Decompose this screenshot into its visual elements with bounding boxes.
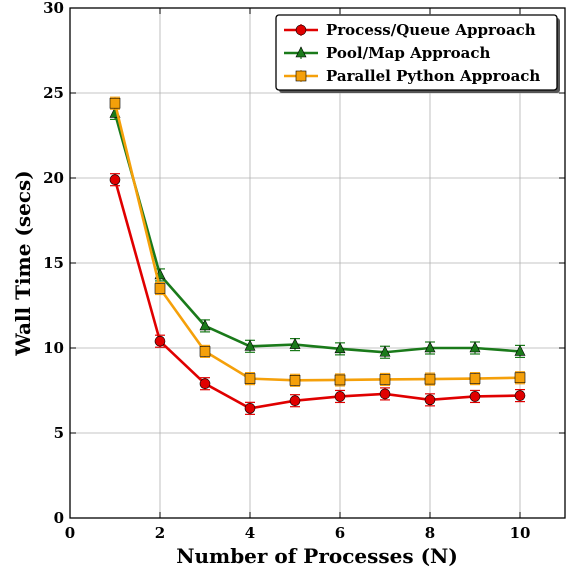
- series-3: [109, 96, 526, 387]
- y-tick-label: 30: [43, 0, 64, 17]
- data-point: [109, 174, 121, 185]
- data-point: [154, 335, 166, 347]
- data-point: [244, 373, 256, 384]
- series-line: [113, 102, 521, 382]
- y-tick-label: 10: [43, 339, 64, 357]
- x-tick-label: 10: [510, 524, 531, 542]
- x-tick-label: 2: [155, 524, 165, 542]
- series-2: [109, 106, 526, 359]
- data-point: [514, 390, 526, 401]
- y-tick-label: 15: [43, 254, 64, 272]
- data-point: [289, 395, 301, 407]
- axes: 0 2 4 6 8 10 0 5 10 15 20 25 30: [43, 0, 566, 542]
- data-point: [334, 342, 346, 354]
- data-point: [289, 337, 301, 349]
- legend-box: [275, 14, 558, 91]
- legend-label: Parallel Python Approach: [326, 67, 540, 85]
- x-tick-label: 4: [245, 524, 255, 542]
- data-point: [334, 374, 346, 386]
- series-1: [109, 173, 526, 415]
- data-point: [379, 388, 391, 400]
- data-point: [109, 97, 121, 109]
- y-tick-label: 20: [43, 169, 64, 187]
- series-line: [113, 179, 521, 410]
- series-group: [109, 96, 526, 415]
- x-axis-label: Number of Processes (N): [176, 544, 458, 568]
- data-point: [289, 374, 301, 386]
- legend-marker: [295, 46, 307, 58]
- x-tick-label: 6: [335, 524, 345, 542]
- data-point: [514, 372, 526, 384]
- data-point: [379, 374, 391, 385]
- y-axis-label: Wall Time (secs): [11, 170, 35, 357]
- x-tick-label: 0: [65, 524, 75, 542]
- series-line: [113, 113, 521, 354]
- data-point: [514, 344, 526, 356]
- data-point: [199, 346, 211, 357]
- legend-marker: [295, 70, 307, 82]
- legend: Process/Queue Approach Pool/Map Approach P…: [275, 14, 560, 93]
- y-tick-label: 5: [54, 424, 64, 442]
- data-point: [199, 319, 211, 331]
- legend-label: Process/Queue Approach: [326, 21, 536, 39]
- data-point: [424, 373, 436, 385]
- data-point: [469, 391, 481, 402]
- data-point: [244, 403, 256, 414]
- y-tick-label: 25: [43, 84, 64, 102]
- data-point: [244, 339, 256, 351]
- x-tick-label: 8: [425, 524, 435, 542]
- data-point: [424, 394, 436, 406]
- data-point: [199, 378, 211, 390]
- data-point: [469, 341, 481, 353]
- data-point: [334, 391, 346, 402]
- y-tick-label: 0: [54, 509, 64, 527]
- data-point: [424, 341, 436, 353]
- legend-marker: [295, 24, 307, 36]
- data-point: [379, 345, 391, 357]
- data-point: [469, 373, 481, 384]
- legend-label: Pool/Map Approach: [326, 44, 490, 62]
- data-point: [154, 283, 166, 294]
